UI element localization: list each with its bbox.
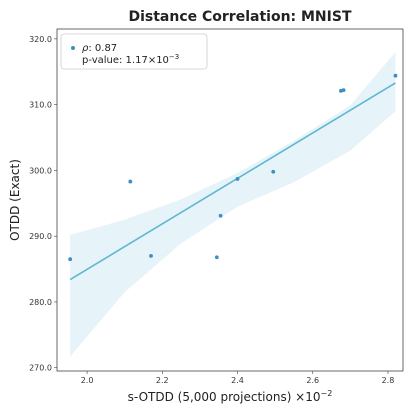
x-tick-label-3: 2.4 xyxy=(231,376,244,385)
regression-line xyxy=(69,82,396,281)
data-point-9 xyxy=(341,88,346,93)
y-tick-label-3: 290.0 xyxy=(29,232,52,241)
data-point-7 xyxy=(271,169,276,174)
legend-rho-symbol: ρ xyxy=(82,43,89,54)
x-tick-label-1: 2.0 xyxy=(81,376,94,385)
data-point-6 xyxy=(235,177,240,181)
y-tick-label-4: 300.0 xyxy=(29,166,52,175)
confidence-band xyxy=(70,52,396,357)
data-point-3 xyxy=(149,254,153,258)
y-tick-label-1: 270.0 xyxy=(29,364,52,373)
data-point-10 xyxy=(393,73,398,78)
legend-marker xyxy=(71,46,75,50)
x-tick-label-4: 2.6 xyxy=(306,376,319,385)
legend-pvalue-text: p-value: 1.17×10 xyxy=(82,55,169,66)
x-tick-labels: 2.0 2.2 2.4 2.6 2.8 xyxy=(81,371,395,385)
x-axis-label-text: s-OTDD (5,000 projections) ×10 xyxy=(128,390,321,404)
legend-box xyxy=(60,33,208,70)
x-axis-label: s-OTDD (5,000 projections) ×10−2 xyxy=(128,389,333,404)
y-tick-label-2: 280.0 xyxy=(29,298,52,307)
data-point-2 xyxy=(128,179,133,184)
legend-pvalue: p-value: 1.17×10−3 xyxy=(82,53,179,66)
regression-line-layer xyxy=(69,82,396,281)
y-tick-label-6: 320.0 xyxy=(29,35,52,44)
legend-rho-value: : 0.87 xyxy=(88,43,117,54)
y-tick-label-5: 310.0 xyxy=(29,101,52,110)
data-point-1 xyxy=(68,257,73,262)
x-axis-label-exponent: −2 xyxy=(321,389,333,398)
y-tick-labels: 270.0 280.0 290.0 300.0 310.0 320.0 xyxy=(29,35,57,373)
y-axis-label: OTDD (Exact) xyxy=(8,159,22,241)
data-point-5 xyxy=(218,213,223,218)
confidence-band-layer xyxy=(70,52,396,357)
legend: ρ: 0.87 p-value: 1.17×10−3 xyxy=(60,33,208,70)
x-tick-label-5: 2.8 xyxy=(382,376,395,385)
chart-title: Distance Correlation: MNIST xyxy=(128,9,351,25)
data-point-4 xyxy=(214,255,219,260)
x-tick-label-2: 2.2 xyxy=(156,376,169,385)
plot-frame xyxy=(56,28,404,372)
legend-rho: ρ: 0.87 xyxy=(82,43,117,54)
legend-pvalue-exponent: −3 xyxy=(169,53,179,61)
data-points xyxy=(68,73,398,262)
